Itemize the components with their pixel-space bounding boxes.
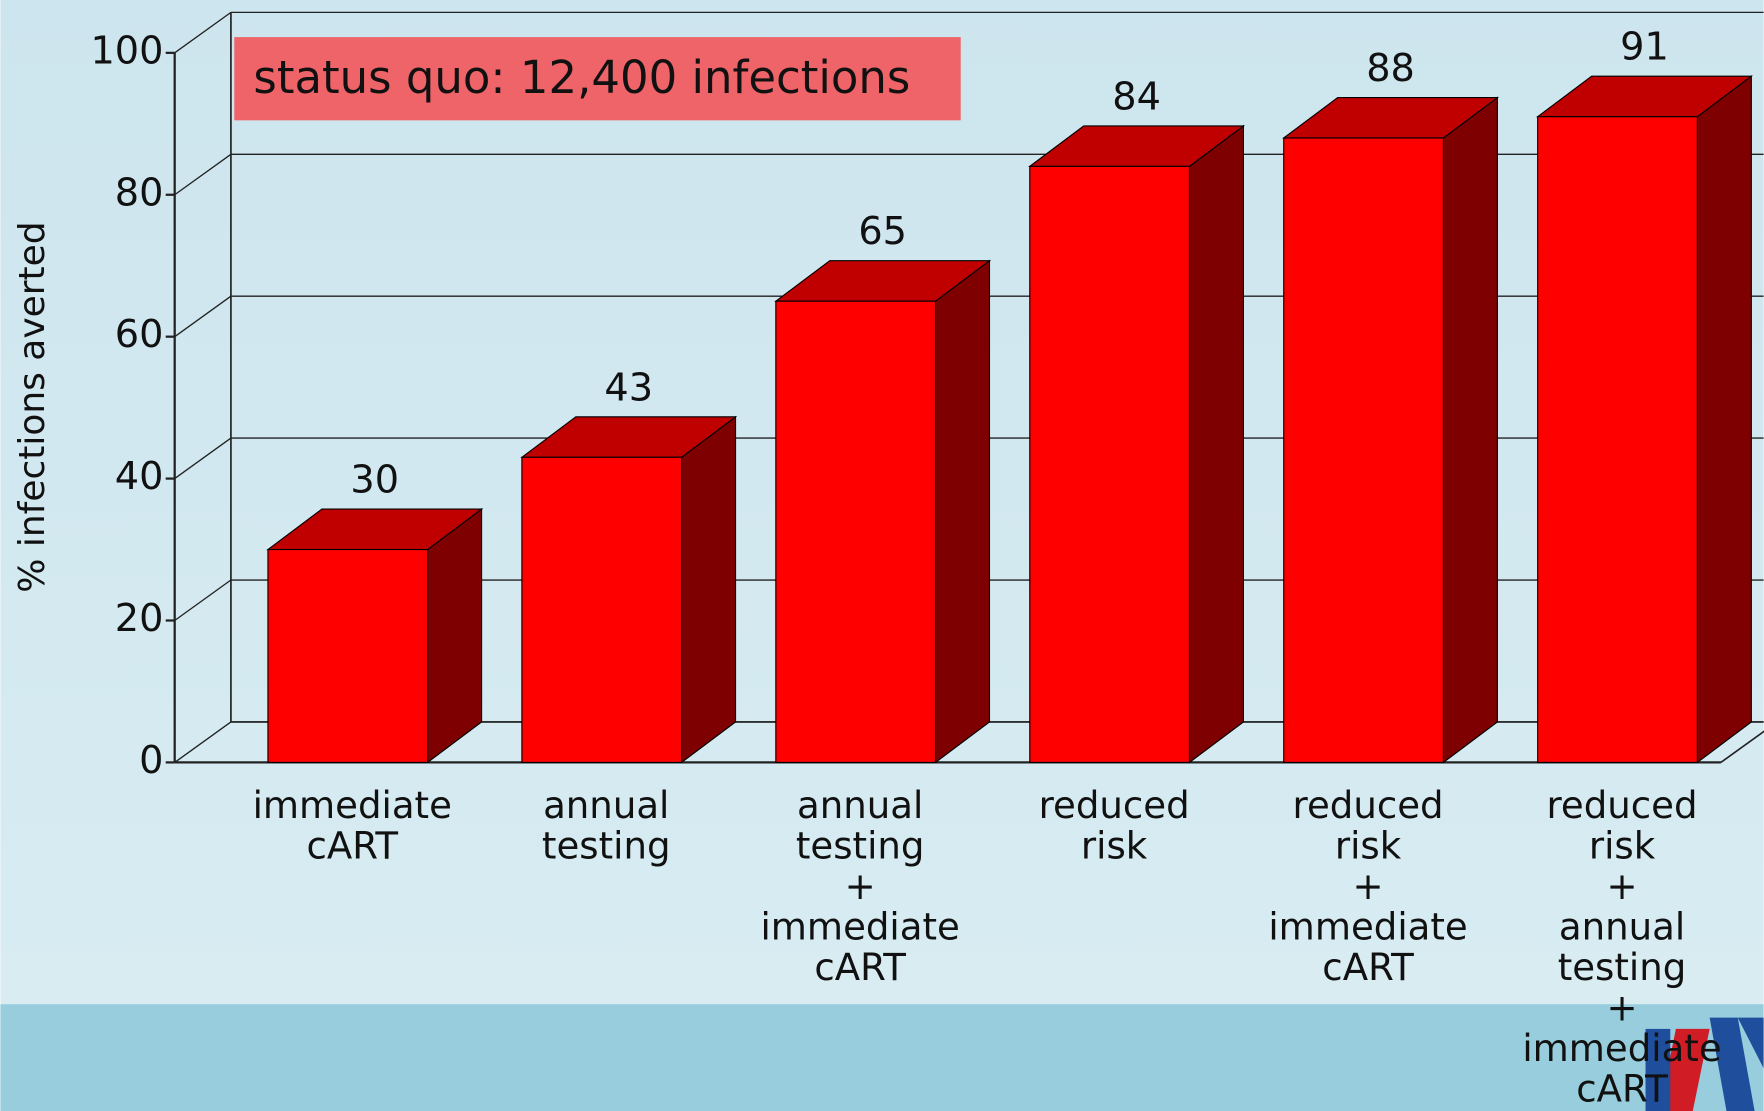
x-tick-label: cART xyxy=(1576,1067,1668,1110)
x-tick-label: cART xyxy=(1322,946,1414,989)
x-tick-label: + xyxy=(1353,865,1384,908)
x-tick-label: annual xyxy=(543,784,669,827)
bar xyxy=(1537,116,1698,763)
x-tick-label: cART xyxy=(307,824,399,867)
x-tick-label: testing xyxy=(796,824,925,867)
y-tick-label: 40 xyxy=(115,455,164,499)
bar-side xyxy=(934,259,991,764)
bar-side xyxy=(680,415,737,764)
bar xyxy=(1283,137,1444,763)
y-tick-label: 20 xyxy=(115,597,164,641)
x-tick-label: reduced xyxy=(1039,784,1190,827)
value-label: 88 xyxy=(1366,47,1415,91)
grid-line xyxy=(174,721,232,763)
y-tick-label: 60 xyxy=(115,313,164,357)
value-label: 84 xyxy=(1112,75,1161,119)
x-tick-label: risk xyxy=(1589,824,1656,867)
grid-line xyxy=(174,11,232,54)
bar xyxy=(775,300,937,763)
x-tick-label: testing xyxy=(542,824,671,867)
grid-line xyxy=(174,295,232,338)
bar-side xyxy=(1442,96,1498,764)
bar-side xyxy=(427,507,483,764)
grid-line xyxy=(174,437,232,480)
x-tick-label: risk xyxy=(1335,824,1402,867)
y-tick-label: 80 xyxy=(115,171,164,215)
x-tick-label: immediate xyxy=(1522,1027,1721,1070)
annotation: status quo: 12,400 infections xyxy=(253,51,910,104)
footer-band xyxy=(0,1004,1764,1111)
x-tick-label: annual xyxy=(1559,905,1685,948)
grid-line xyxy=(174,153,232,196)
x-tick-label: risk xyxy=(1081,824,1148,867)
annotation-box xyxy=(234,37,961,121)
x-tick-label: reduced xyxy=(1546,784,1697,827)
value-label: 65 xyxy=(858,210,907,254)
value-label: 43 xyxy=(604,366,653,410)
x-tick-label: immediate xyxy=(1268,905,1467,948)
x-tick-label: cART xyxy=(814,946,906,989)
value-label: 30 xyxy=(350,459,399,503)
x-tick-label: testing xyxy=(1558,946,1687,989)
bar-side xyxy=(1188,124,1244,764)
value-label: 91 xyxy=(1620,26,1669,70)
x-tick-label: reduced xyxy=(1293,784,1444,827)
x-tick-label: + xyxy=(1606,986,1637,1029)
bar-side xyxy=(1696,75,1752,764)
bar xyxy=(521,456,683,763)
y-tick-label: 0 xyxy=(139,739,163,783)
x-tick-label: immediate xyxy=(253,784,452,827)
x-tick-label: immediate xyxy=(760,905,959,948)
bar xyxy=(267,548,429,763)
y-tick-label: 100 xyxy=(90,29,163,73)
bar xyxy=(1029,165,1191,763)
floor-side xyxy=(1720,730,1764,764)
x-tick-label: + xyxy=(845,865,876,908)
x-tick-label: annual xyxy=(797,784,923,827)
x-tick-label: + xyxy=(1606,865,1637,908)
y-axis-label: % infections averted xyxy=(12,221,53,592)
grid-line xyxy=(174,579,232,622)
